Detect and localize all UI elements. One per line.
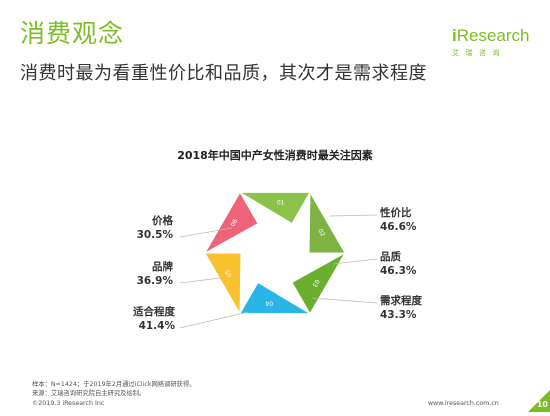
label-price: 价格 30.5% xyxy=(133,214,173,242)
chart-title: 2018年中国中产女性消费时最关注因素 xyxy=(177,149,373,162)
label-price-name: 价格 xyxy=(152,215,173,227)
seg-price-id: 06 xyxy=(229,218,239,228)
page-number: 10 xyxy=(528,390,550,412)
footnote-sample: 样本：N=1424；于2019年2月通过iClick网络调研获得。 xyxy=(32,381,196,388)
leader-value-for-money xyxy=(329,214,378,217)
logo-brand: Research xyxy=(456,26,530,45)
seg-fit xyxy=(239,281,312,315)
seg-brand xyxy=(204,252,242,316)
leader-quality xyxy=(332,258,378,265)
page-corner-triangle xyxy=(528,390,550,412)
label-value-for-money-name: 性价比 xyxy=(380,207,412,219)
seg-need-id: 03 xyxy=(311,278,321,288)
label-fit-value: 41.4% xyxy=(138,320,175,332)
leader-brand xyxy=(179,276,229,284)
seg-value-for-money xyxy=(238,191,311,225)
seg-price xyxy=(203,191,259,255)
label-fit-name: 适合程度 xyxy=(133,306,175,318)
footnote: 样本：N=1424；于2019年2月通过iClick网络调研获得。 来源：艾瑞咨… xyxy=(32,381,196,398)
label-need-name: 需求程度 xyxy=(380,295,422,307)
label-brand: 品牌 36.9% xyxy=(133,260,173,288)
label-value-for-money: 性价比 46.6% xyxy=(380,206,440,234)
label-value-for-money-value: 46.6% xyxy=(380,221,417,233)
seg-brand-id: 05 xyxy=(224,268,234,278)
leader-need xyxy=(311,297,378,304)
label-brand-value: 36.9% xyxy=(136,275,173,287)
website: www.iresearch.com.cn xyxy=(428,400,499,407)
seg-quality-id: 02 xyxy=(316,228,326,238)
seg-fit-id: 04 xyxy=(265,300,273,307)
label-fit: 适合程度 41.4% xyxy=(115,305,175,333)
label-quality-name: 品质 xyxy=(380,251,401,263)
copyright: ©2019.3 iResearch Inc xyxy=(32,400,105,407)
seg-quality xyxy=(308,190,346,254)
seg-need xyxy=(291,251,347,315)
label-brand-name: 品牌 xyxy=(152,261,173,273)
leader-price xyxy=(179,227,233,238)
page-title: 消费观念 xyxy=(20,19,125,48)
iresearch-logo: iResearch 艾瑞咨询 xyxy=(452,27,542,61)
label-need-value: 43.3% xyxy=(380,309,417,321)
logo-tagline: 艾瑞咨询 xyxy=(452,49,506,57)
label-quality-value: 46.3% xyxy=(380,265,417,277)
label-need: 需求程度 43.3% xyxy=(380,294,450,322)
page-subtitle: 消费时最为看重性价比和品质，其次才是需求程度 xyxy=(20,63,427,84)
seg-value-for-money-id: 01 xyxy=(277,199,285,206)
leader-fit xyxy=(179,311,249,329)
footnote-source: 来源：艾瑞咨询研究院自主研究及绘制。 xyxy=(32,389,146,397)
label-price-value: 30.5% xyxy=(136,229,173,241)
label-quality: 品质 46.3% xyxy=(380,250,440,278)
logo-prefix: i xyxy=(452,26,457,45)
